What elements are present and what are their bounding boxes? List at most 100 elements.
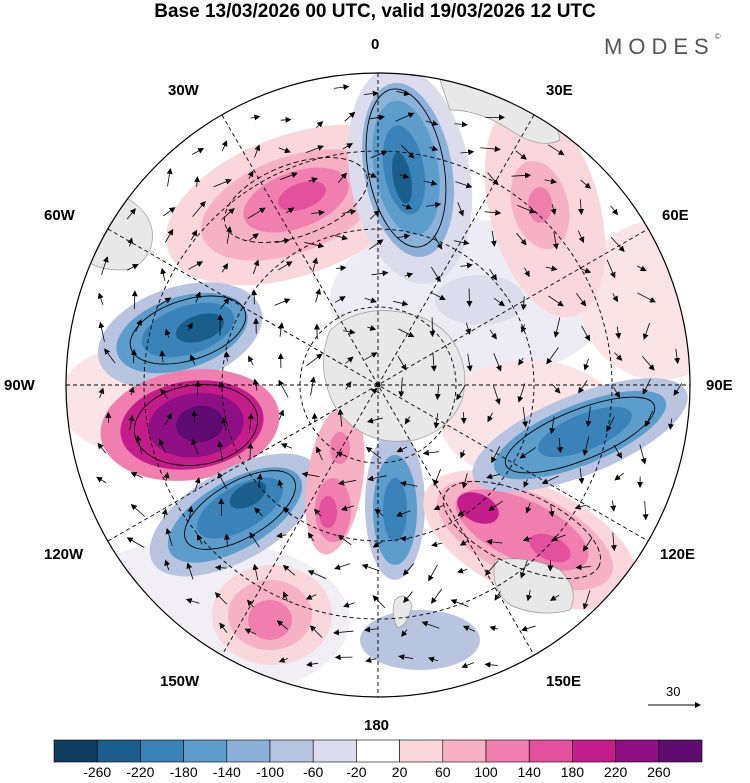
wind-vector [160,267,167,281]
wind-vector [493,353,502,372]
wind-vector [515,150,527,160]
wind-vector [334,234,349,241]
wind-vector [392,300,409,307]
wind-vector [194,477,201,491]
wind-vector [160,388,169,399]
wind-vector [422,449,440,456]
wind-vector [367,417,384,424]
lon-label-90w: 90W [4,377,35,394]
wind-vector [549,594,560,601]
wind-vector [484,209,502,216]
wind-vector [575,564,591,571]
wind-vector [426,201,442,208]
wind-vector [578,380,588,394]
wind-vector [641,355,655,371]
colorbar-swatch [356,739,400,763]
colorbar-swatch [399,739,444,763]
wind-vector [575,292,587,307]
wind-vector [610,236,625,252]
wind-vector [674,348,681,365]
wind-vector [582,537,593,552]
wind-vector [98,321,105,342]
wind-vector [465,322,472,335]
wind-vector [254,507,263,517]
wind-vector [130,348,137,364]
wind-vector [490,230,497,247]
wind-vector [433,413,440,429]
wind-vector [367,172,377,178]
wind-vector [244,628,257,635]
wind-vector [248,233,259,242]
wind-vector [337,172,347,183]
wind-vector [582,590,591,610]
wind-vector [423,179,438,186]
wind-vector [164,412,172,426]
wind-vector [511,172,532,179]
wind-vector [126,264,139,271]
wind-vector [164,559,170,571]
wind-vector [364,352,378,361]
wind-vector [557,438,564,454]
wind-vector [580,179,591,189]
wind-vector [372,541,383,548]
wind-vector [398,377,405,398]
wind-vector [550,204,557,216]
wind-vector [520,324,527,333]
wind-vector [186,562,194,580]
wind-vector [278,322,285,337]
wind-vector [637,292,656,303]
lon-label-180: 180 [364,717,390,734]
wind-vector [367,325,377,331]
wind-vector [400,144,415,159]
colorbar-tick-label: -100 [255,764,285,780]
wind-vector [187,505,194,521]
wind-vector [221,263,229,273]
wind-vector [402,563,415,576]
wind-vector [338,479,357,486]
wind-vector [430,352,437,372]
wind-vector [305,145,324,153]
colorbar-swatch [312,739,357,763]
wind-vector [399,535,409,542]
wind-vector [221,140,228,151]
wind-vector [221,208,235,220]
wind-vector [421,621,440,629]
wind-vector [396,90,411,97]
wind-vector [278,147,291,154]
wind-vector [213,178,232,188]
colorbar-tick-label: -140 [212,764,241,780]
colorbar-swatch [226,739,271,763]
wind-vector [361,563,380,572]
colorbar-tick-label: 20 [391,764,408,780]
wind-vector [606,416,615,432]
wind-vector [673,383,683,396]
wind-vector [430,291,446,301]
wind-vector [191,147,205,155]
wind-vector [370,388,381,395]
wind-vector [159,350,166,363]
colorbar-swatch [140,739,184,763]
wind-vector [645,410,653,428]
wind-vector [548,504,555,518]
wind-vector [585,406,592,427]
wind-vector [280,116,292,123]
wind-vector [285,207,295,214]
wind-vector [371,270,389,277]
wind-vector [372,595,386,609]
wind-vector [365,657,377,663]
colorbar-tick-label: 260 [647,764,671,780]
colorbar-swatch [528,739,573,763]
wind-vector [156,297,172,308]
wind-vector [460,449,466,459]
colorbar-tick-label: -220 [126,764,155,780]
wind-vector [194,380,201,396]
wind-vector [545,265,558,272]
wind-vector [427,656,439,663]
wind-vector [454,121,468,128]
wind-vector [223,351,230,362]
wind-vector [158,438,166,454]
wind-vector [520,560,528,579]
map-border [65,72,691,698]
wind-vector [194,176,201,187]
wind-vector [486,538,503,545]
